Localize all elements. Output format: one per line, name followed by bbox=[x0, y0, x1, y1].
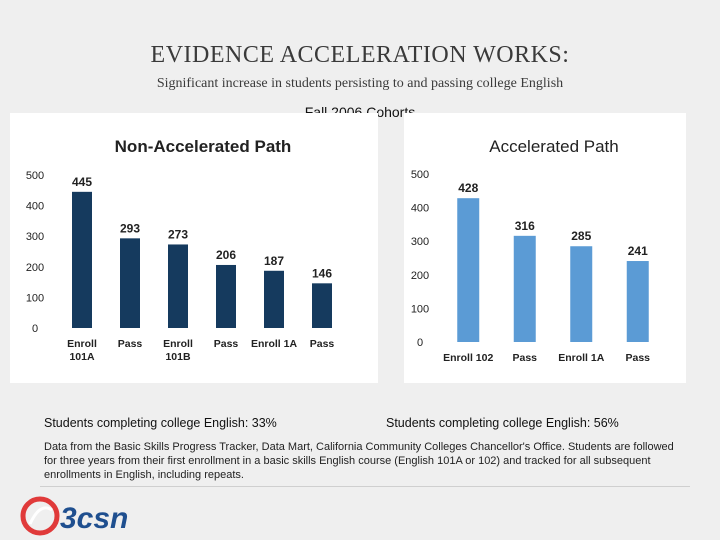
chart-title: Non-Accelerated Path bbox=[115, 137, 292, 156]
data-label: 187 bbox=[264, 254, 284, 268]
bar bbox=[120, 238, 140, 328]
bar bbox=[264, 270, 284, 328]
category-label: Enroll 102 bbox=[443, 352, 493, 364]
y-tick-label: 200 bbox=[26, 262, 44, 274]
y-tick-label: 200 bbox=[411, 270, 429, 282]
category-label: Enroll 1A bbox=[251, 338, 298, 350]
category-label: 101A bbox=[69, 351, 95, 363]
bar bbox=[312, 283, 332, 328]
non-accelerated-chart: Non-Accelerated Path 0 100 200 300 400 500 445 E… bbox=[26, 137, 335, 363]
non-accelerated-summary: Students completing college English: 33% bbox=[44, 416, 277, 430]
divider bbox=[40, 486, 690, 487]
category-label: Enroll bbox=[163, 338, 193, 350]
y-tick-label: 0 bbox=[32, 323, 38, 335]
bar bbox=[513, 235, 536, 342]
y-tick-label: 500 bbox=[26, 170, 44, 182]
data-label: 285 bbox=[571, 229, 591, 243]
accelerated-chart: Accelerated Path 0 100 200 300 400 500 428 Enrol… bbox=[411, 137, 650, 364]
slide-title: EVIDENCE ACCELERATION WORKS: bbox=[150, 42, 570, 68]
y-tick-label: 300 bbox=[411, 236, 429, 248]
category-label: Pass bbox=[310, 338, 335, 350]
category-label: Pass bbox=[625, 352, 650, 364]
category-label: Enroll 1A bbox=[558, 352, 605, 364]
data-label: 206 bbox=[216, 248, 236, 262]
logo-swirl-inner-icon bbox=[28, 506, 53, 525]
data-label: 241 bbox=[628, 244, 648, 258]
category-label: 101B bbox=[165, 351, 191, 363]
bar bbox=[168, 244, 188, 328]
data-label: 293 bbox=[120, 221, 140, 235]
y-tick-label: 100 bbox=[26, 292, 44, 304]
y-tick-label: 100 bbox=[411, 303, 429, 315]
logo-swirl-icon bbox=[20, 496, 60, 536]
logo-wordmark: 3csn bbox=[60, 502, 128, 535]
data-label: 428 bbox=[458, 181, 478, 195]
y-tick-label: 300 bbox=[26, 231, 44, 243]
category-label: Enroll bbox=[67, 338, 97, 350]
data-label: 273 bbox=[168, 227, 188, 241]
data-label: 445 bbox=[72, 175, 92, 189]
data-label: 146 bbox=[312, 266, 332, 280]
data-label: 316 bbox=[515, 219, 535, 233]
y-tick-label: 400 bbox=[411, 203, 429, 215]
bar bbox=[570, 246, 593, 342]
non-accelerated-chart-panel: Non-Accelerated Path 0 100 200 300 400 500 445 E… bbox=[10, 113, 378, 383]
y-tick-label: 400 bbox=[26, 201, 44, 213]
chart-title: Accelerated Path bbox=[489, 137, 618, 156]
category-label: Pass bbox=[118, 338, 143, 350]
slide-subtitle: Significant increase in students persist… bbox=[156, 76, 564, 91]
y-tick-label: 500 bbox=[411, 169, 429, 181]
bar bbox=[626, 261, 649, 342]
source-note: Data from the Basic Skills Progress Trac… bbox=[44, 441, 674, 481]
bar bbox=[216, 264, 236, 328]
bar bbox=[457, 198, 480, 342]
accelerated-chart-panel: Accelerated Path 0 100 200 300 400 500 428 Enrol… bbox=[404, 113, 686, 383]
logo-3csn: 3csn bbox=[20, 496, 128, 536]
bar bbox=[72, 191, 92, 328]
category-label: Pass bbox=[512, 352, 537, 364]
y-tick-label: 0 bbox=[417, 337, 423, 349]
accelerated-summary: Students completing college English: 56% bbox=[386, 416, 619, 430]
category-label: Pass bbox=[214, 338, 239, 350]
